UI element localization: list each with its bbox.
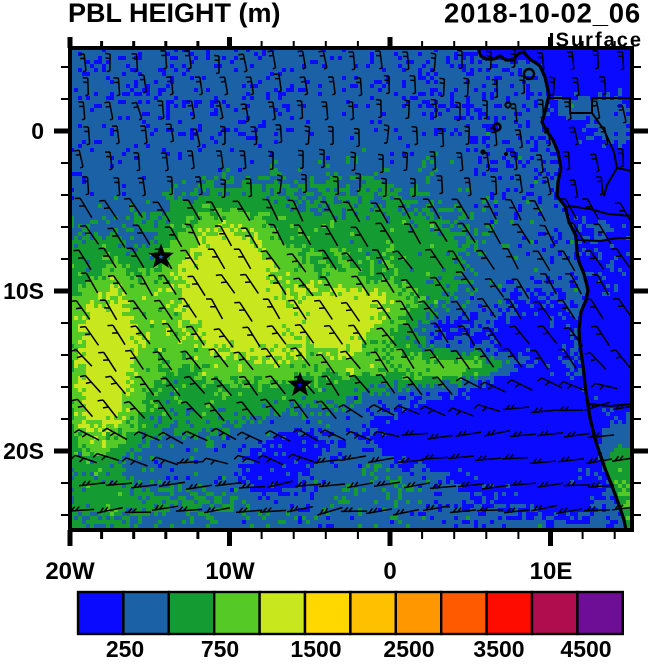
svg-text:3500: 3500 (473, 636, 524, 662)
svg-text:1500: 1500 (290, 636, 341, 662)
svg-text:2018-10-02_06: 2018-10-02_06 (444, 0, 641, 29)
svg-text:PBL HEIGHT (m): PBL HEIGHT (m) (68, 0, 281, 28)
svg-text:20S: 20S (3, 438, 44, 464)
svg-text:0: 0 (31, 118, 44, 144)
svg-text:10W: 10W (205, 558, 255, 585)
svg-text:4500: 4500 (560, 636, 611, 662)
svg-text:2500: 2500 (383, 636, 434, 662)
svg-text:0: 0 (383, 558, 396, 585)
svg-text:250: 250 (106, 636, 144, 662)
svg-text:750: 750 (201, 636, 239, 662)
svg-text:10S: 10S (3, 278, 44, 304)
svg-text:10E: 10E (530, 558, 573, 585)
svg-text:20W: 20W (45, 558, 95, 585)
